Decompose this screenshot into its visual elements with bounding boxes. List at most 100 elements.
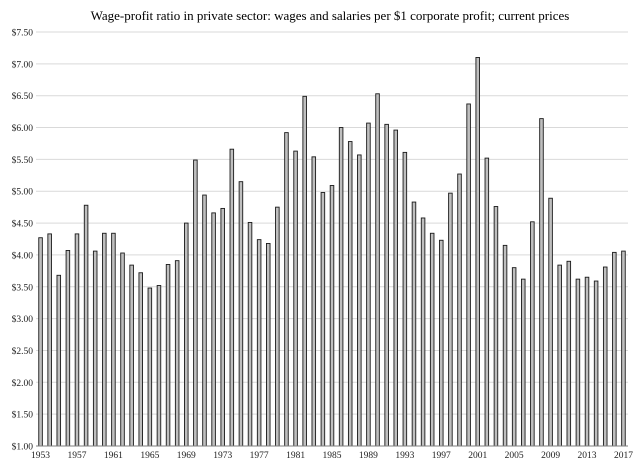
bar-1991 bbox=[384, 123, 389, 447]
y-tick-label: $7.50 bbox=[12, 28, 34, 39]
x-tick-label: 1973 bbox=[213, 451, 232, 461]
bar-2012 bbox=[575, 278, 581, 447]
bar-2011 bbox=[566, 260, 572, 447]
bar-1989 bbox=[366, 122, 371, 447]
bar-1967 bbox=[165, 264, 171, 447]
chart-title: Wage-profit ratio in private sector: wag… bbox=[91, 8, 570, 23]
bar-1954 bbox=[47, 233, 52, 447]
bar-1961 bbox=[111, 232, 116, 447]
y-tick-label: $2.50 bbox=[12, 346, 34, 357]
bar-1978 bbox=[266, 243, 271, 447]
bar-2016 bbox=[612, 251, 617, 447]
x-tick-label: 2001 bbox=[468, 451, 487, 461]
x-tick-label: 1961 bbox=[104, 451, 123, 461]
x-tick-label: 1993 bbox=[395, 451, 414, 461]
y-tick-label: $4.00 bbox=[12, 250, 34, 261]
x-tick-label: 1953 bbox=[31, 451, 50, 461]
bar-1960 bbox=[102, 232, 107, 447]
y-tick-label: $2.00 bbox=[12, 378, 34, 389]
bar-2010 bbox=[557, 264, 562, 447]
x-tick-label: 1957 bbox=[67, 451, 86, 461]
bar-1970 bbox=[193, 159, 198, 447]
bar-2013 bbox=[584, 276, 590, 447]
bar-1957 bbox=[74, 233, 80, 447]
x-tick-label: 1997 bbox=[432, 451, 451, 461]
bar-2004 bbox=[502, 244, 508, 447]
bar-1966 bbox=[156, 285, 162, 447]
bar-1981 bbox=[293, 150, 298, 447]
bar-1994 bbox=[411, 201, 417, 447]
x-tick-label: 2009 bbox=[541, 451, 560, 461]
bar-1975 bbox=[238, 181, 244, 447]
bar-2003 bbox=[493, 206, 499, 447]
x-tick-label: 1977 bbox=[250, 451, 269, 461]
y-tick-label: $6.00 bbox=[12, 123, 34, 134]
y-tick-label: $4.50 bbox=[12, 219, 34, 230]
bar-2006 bbox=[521, 278, 526, 447]
bar-2001 bbox=[475, 57, 480, 447]
bar-1972 bbox=[211, 212, 216, 447]
bars bbox=[38, 57, 626, 447]
bar-1968 bbox=[174, 260, 180, 447]
bar-1995 bbox=[420, 217, 426, 447]
x-axis: 1953 1957 1961 1965 1969 1973 1977 1981 1985 1989… bbox=[31, 451, 633, 461]
x-tick-label: 2013 bbox=[578, 451, 597, 461]
bar-2005 bbox=[511, 267, 517, 447]
bar-1962 bbox=[120, 252, 125, 447]
x-tick-label: 1985 bbox=[323, 451, 342, 461]
bar-1982 bbox=[302, 95, 307, 447]
bar-1979 bbox=[275, 206, 280, 447]
bar-1998 bbox=[448, 192, 453, 447]
bar-1987 bbox=[347, 141, 353, 447]
bar-1996 bbox=[429, 232, 435, 447]
bar-2000 bbox=[466, 103, 471, 447]
x-tick-label: 2005 bbox=[505, 451, 524, 461]
x-tick-label: 1965 bbox=[140, 451, 159, 461]
bar-1958 bbox=[83, 204, 89, 447]
bar-1983 bbox=[311, 156, 317, 447]
bar-1974 bbox=[229, 148, 235, 447]
bar-1980 bbox=[284, 132, 289, 447]
bar-1985 bbox=[329, 185, 335, 447]
bar-1965 bbox=[147, 287, 153, 447]
x-tick-label: 1989 bbox=[359, 451, 378, 461]
y-axis: $1.00 $1.50 $2.00 $2.50 $3.00 $3.50 $4.00 $4.50… bbox=[12, 28, 34, 453]
bar-2007 bbox=[530, 221, 535, 447]
y-tick-label: $6.50 bbox=[12, 91, 34, 102]
y-tick-label: $5.50 bbox=[12, 155, 34, 166]
bar-1973 bbox=[220, 207, 225, 447]
y-tick-label: $7.00 bbox=[12, 59, 34, 70]
bar-1971 bbox=[202, 194, 207, 447]
bar-2017 bbox=[621, 250, 626, 447]
bar-1988 bbox=[357, 154, 362, 447]
x-tick-label: 1969 bbox=[177, 451, 196, 461]
bar-1969 bbox=[184, 222, 189, 447]
bar-1959 bbox=[92, 250, 98, 447]
y-tick-label: $5.00 bbox=[12, 187, 34, 198]
y-tick-label: $3.00 bbox=[12, 314, 34, 325]
bar-2009 bbox=[548, 197, 553, 447]
x-tick-label: 2017 bbox=[614, 451, 633, 461]
bar-1953 bbox=[38, 237, 43, 447]
bar-1990 bbox=[375, 93, 380, 447]
bar-2014 bbox=[593, 280, 599, 447]
x-tick-label: 1981 bbox=[286, 451, 305, 461]
bar-1993 bbox=[402, 151, 408, 447]
bar-1976 bbox=[247, 221, 253, 447]
bar-1999 bbox=[457, 173, 462, 447]
bar-1997 bbox=[439, 239, 444, 447]
bar-2015 bbox=[602, 266, 608, 447]
bar-1956 bbox=[65, 250, 71, 447]
bar-2002 bbox=[484, 157, 490, 447]
y-tick-label: $1.00 bbox=[12, 442, 34, 453]
bar-1986 bbox=[338, 127, 344, 447]
bar-1984 bbox=[320, 192, 326, 447]
bar-1992 bbox=[393, 129, 399, 447]
bar-2008 bbox=[539, 118, 544, 447]
bar-1977 bbox=[256, 239, 262, 447]
bar-1963 bbox=[129, 264, 134, 447]
y-tick-label: $3.50 bbox=[12, 282, 34, 293]
y-tick-label: $1.50 bbox=[12, 410, 34, 421]
bar-1964 bbox=[138, 272, 143, 447]
